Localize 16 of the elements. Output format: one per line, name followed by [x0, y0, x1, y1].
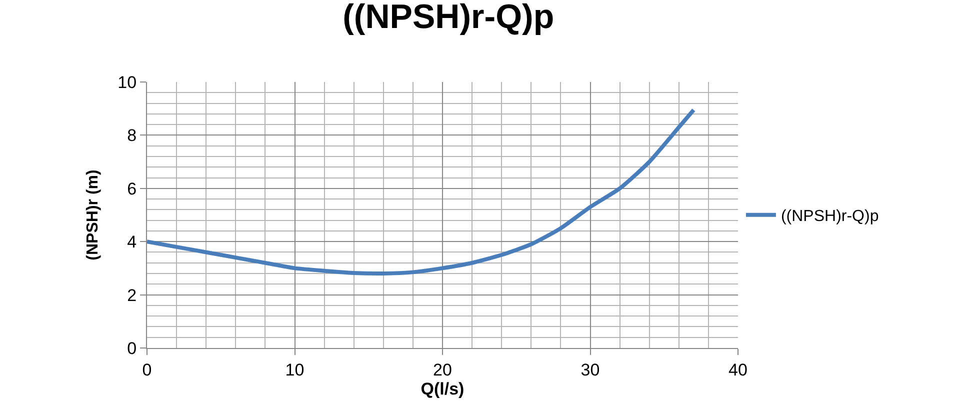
- y-tick-label: 10: [118, 72, 137, 92]
- x-tick-label: 40: [728, 360, 748, 380]
- line-series: [147, 108, 696, 276]
- y-tick-label: 0: [127, 338, 137, 358]
- y-tick-label: 6: [127, 179, 137, 198]
- legend-label: ((NPSH)r-Q)p: [780, 208, 879, 226]
- x-tick-label: 0: [142, 360, 152, 380]
- y-tick-label: 4: [127, 232, 137, 252]
- x-tick-label: 20: [433, 360, 452, 380]
- x-tick-label: 10: [285, 360, 304, 380]
- y-tick-label: 2: [127, 286, 137, 305]
- x-tick-label: 30: [580, 360, 600, 380]
- chart-title: ((NPSH)r-Q)p: [342, 0, 554, 36]
- x-axis-title: Q(l/s): [420, 379, 464, 398]
- y-tick-label: 8: [127, 126, 137, 146]
- y-axis-title: (NPSH)r (m): [84, 170, 102, 260]
